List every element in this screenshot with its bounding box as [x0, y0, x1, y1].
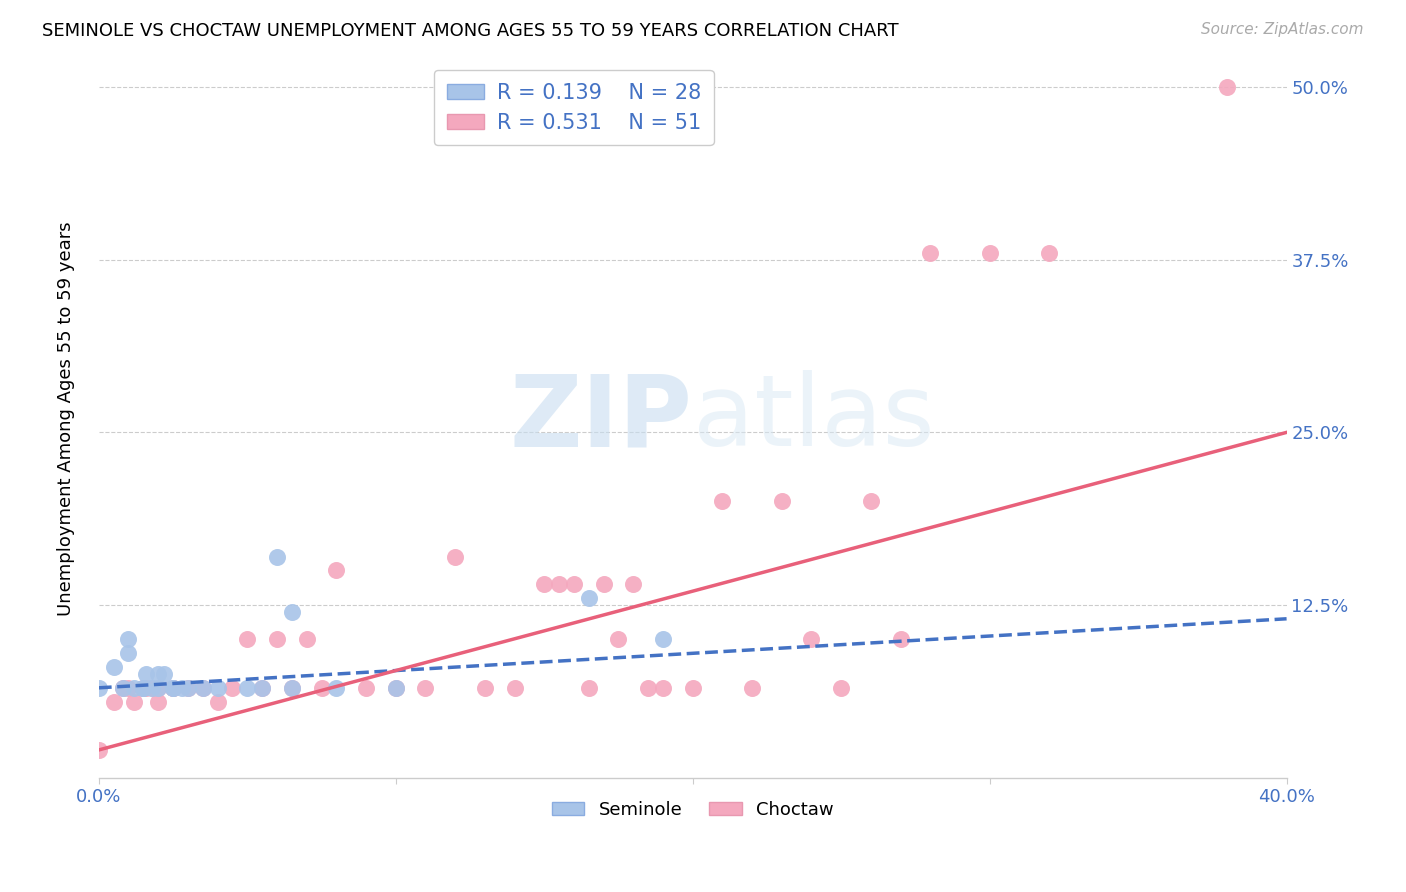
Point — [191, 681, 214, 695]
Point — [637, 681, 659, 695]
Point — [177, 681, 200, 695]
Point — [281, 605, 304, 619]
Point — [859, 494, 882, 508]
Point — [281, 681, 304, 695]
Point — [236, 681, 259, 695]
Point — [103, 695, 125, 709]
Point — [890, 632, 912, 647]
Point — [111, 681, 134, 695]
Point — [207, 695, 229, 709]
Point — [621, 577, 644, 591]
Point — [135, 667, 157, 681]
Point — [384, 681, 406, 695]
Point — [124, 695, 146, 709]
Point — [221, 681, 243, 695]
Point — [444, 549, 467, 564]
Point — [281, 681, 304, 695]
Point — [162, 681, 184, 695]
Point — [474, 681, 496, 695]
Point — [132, 681, 155, 695]
Point — [920, 246, 942, 260]
Point — [117, 646, 139, 660]
Point — [141, 681, 163, 695]
Point — [87, 743, 110, 757]
Text: SEMINOLE VS CHOCTAW UNEMPLOYMENT AMONG AGES 55 TO 59 YEARS CORRELATION CHART: SEMINOLE VS CHOCTAW UNEMPLOYMENT AMONG A… — [42, 22, 898, 40]
Point — [148, 667, 170, 681]
Point — [207, 681, 229, 695]
Point — [148, 681, 170, 695]
Point — [592, 577, 614, 591]
Point — [682, 681, 704, 695]
Point — [266, 549, 288, 564]
Point — [141, 681, 163, 695]
Legend: Seminole, Choctaw: Seminole, Choctaw — [544, 794, 841, 826]
Point — [295, 632, 318, 647]
Point — [415, 681, 437, 695]
Point — [384, 681, 406, 695]
Point — [652, 681, 675, 695]
Text: Source: ZipAtlas.com: Source: ZipAtlas.com — [1201, 22, 1364, 37]
Point — [325, 564, 347, 578]
Point — [578, 591, 600, 605]
Point — [830, 681, 852, 695]
Point — [548, 577, 571, 591]
Point — [132, 681, 155, 695]
Point — [711, 494, 734, 508]
Point — [124, 681, 146, 695]
Point — [191, 681, 214, 695]
Point — [103, 660, 125, 674]
Point — [325, 681, 347, 695]
Point — [148, 681, 170, 695]
Point — [979, 246, 1001, 260]
Point — [250, 681, 273, 695]
Point — [132, 681, 155, 695]
Point — [800, 632, 823, 647]
Point — [148, 695, 170, 709]
Point — [578, 681, 600, 695]
Point — [162, 681, 184, 695]
Point — [153, 667, 176, 681]
Point — [503, 681, 526, 695]
Point — [162, 681, 184, 695]
Point — [236, 632, 259, 647]
Point — [1216, 80, 1239, 95]
Point — [117, 632, 139, 647]
Point — [111, 681, 134, 695]
Point — [562, 577, 585, 591]
Text: atlas: atlas — [693, 370, 935, 467]
Point — [354, 681, 377, 695]
Point — [132, 681, 155, 695]
Point — [770, 494, 793, 508]
Point — [135, 681, 157, 695]
Point — [652, 632, 675, 647]
Point — [1038, 246, 1060, 260]
Point — [162, 681, 184, 695]
Point — [177, 681, 200, 695]
Point — [170, 681, 193, 695]
Point — [741, 681, 763, 695]
Point — [607, 632, 630, 647]
Point — [87, 681, 110, 695]
Point — [533, 577, 555, 591]
Text: ZIP: ZIP — [510, 370, 693, 467]
Point — [117, 681, 139, 695]
Point — [250, 681, 273, 695]
Point — [311, 681, 333, 695]
Y-axis label: Unemployment Among Ages 55 to 59 years: Unemployment Among Ages 55 to 59 years — [58, 221, 75, 615]
Point — [266, 632, 288, 647]
